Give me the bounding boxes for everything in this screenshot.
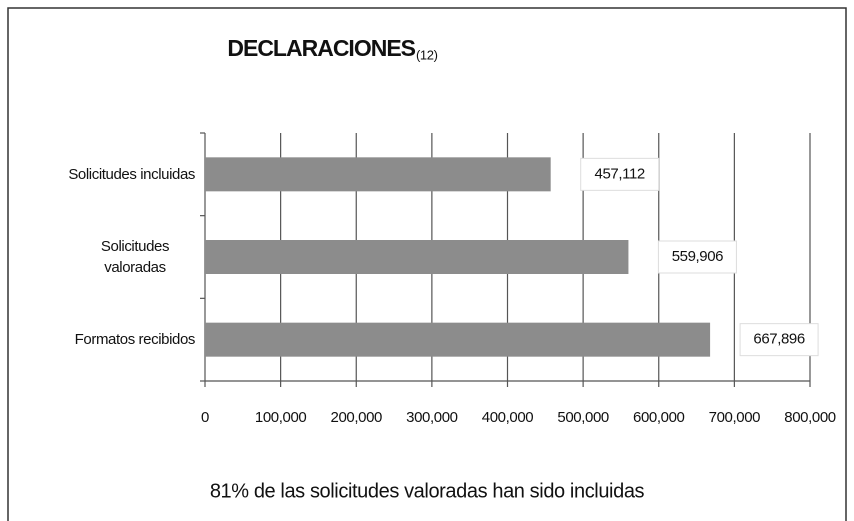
y-tick-label: Solicitudes incluidas bbox=[68, 165, 195, 183]
x-tick-label: 200,000 bbox=[331, 409, 382, 426]
x-tick-label: 700,000 bbox=[709, 409, 760, 426]
value-label: 457,112 bbox=[595, 165, 645, 182]
value-label-box bbox=[580, 157, 660, 191]
x-tick-label: 800,000 bbox=[784, 409, 835, 426]
value-label: 667,896 bbox=[753, 331, 804, 348]
y-tick-label: Solicitudes valoradas bbox=[100, 238, 170, 276]
x-tick-label: 400,000 bbox=[482, 409, 533, 426]
x-tick-label: 600,000 bbox=[633, 409, 684, 426]
value-label-box bbox=[739, 323, 819, 357]
title-note: (12) bbox=[416, 47, 438, 62]
value-label: 559,906 bbox=[672, 248, 723, 265]
x-tick-label: 0 bbox=[201, 409, 209, 426]
y-tick-label: Formatos recibidos bbox=[74, 331, 196, 349]
x-tick-label: 500,000 bbox=[557, 409, 608, 426]
x-tick-label: 100,000 bbox=[255, 409, 306, 426]
bar bbox=[205, 157, 551, 192]
chart-title: DECLARACIONES bbox=[227, 35, 415, 61]
value-label-box bbox=[657, 240, 737, 274]
bar bbox=[205, 240, 629, 274]
frame bbox=[7, 7, 847, 521]
x-tick-label: 300,000 bbox=[406, 409, 457, 426]
bar bbox=[205, 322, 711, 357]
annotation: 81% de las solicitudes valoradas han sid… bbox=[210, 480, 645, 502]
